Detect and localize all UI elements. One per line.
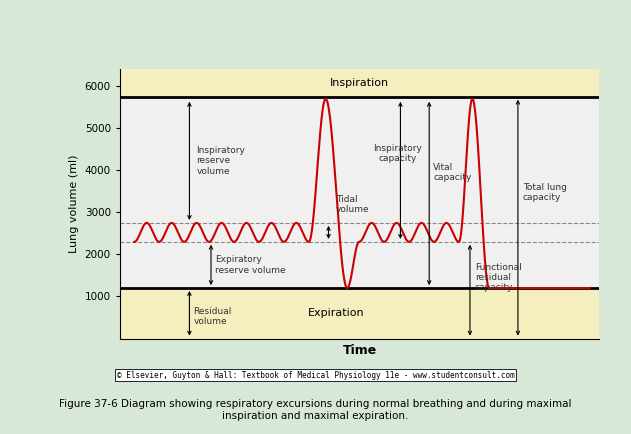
Text: Inspiratory
capacity: Inspiratory capacity: [374, 144, 423, 163]
Text: Expiratory
reserve volume: Expiratory reserve volume: [215, 255, 285, 275]
Bar: [120, 288, 599, 339]
Text: Expiration: Expiration: [307, 308, 364, 318]
Text: Functional
residual
capacity: Functional residual capacity: [475, 263, 521, 293]
Text: Tidal
volume: Tidal volume: [336, 195, 369, 214]
Text: Figure 37-6 Diagram showing respiratory excursions during normal breathing and d: Figure 37-6 Diagram showing respiratory …: [59, 399, 572, 421]
Text: © Elsevier, Guyton & Hall: Textbook of Medical Physiology 11e - www.studentconsu: © Elsevier, Guyton & Hall: Textbook of M…: [117, 371, 514, 380]
X-axis label: Time: Time: [343, 344, 377, 357]
Text: Residual
volume: Residual volume: [193, 307, 232, 326]
Y-axis label: Lung volume (ml): Lung volume (ml): [69, 155, 79, 253]
Bar: [120, 69, 599, 97]
Text: Total lung
capacity: Total lung capacity: [522, 183, 567, 202]
Text: Inspiration: Inspiration: [330, 78, 389, 88]
Text: Vital
capacity: Vital capacity: [433, 163, 471, 182]
Text: Inspiratory
reserve
volume: Inspiratory reserve volume: [197, 146, 245, 176]
